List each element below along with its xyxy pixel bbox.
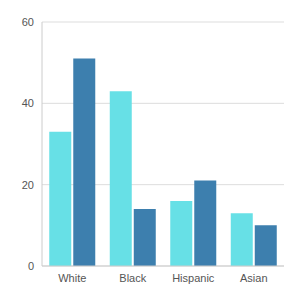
svg-text:Asian: Asian: [240, 272, 268, 284]
svg-text:0: 0: [28, 260, 34, 272]
svg-text:60: 60: [22, 16, 34, 28]
svg-text:20: 20: [22, 179, 34, 191]
svg-text:Hispanic: Hispanic: [172, 272, 215, 284]
svg-text:White: White: [58, 272, 86, 284]
svg-text:40: 40: [22, 97, 34, 109]
svg-text:Black: Black: [119, 272, 146, 284]
